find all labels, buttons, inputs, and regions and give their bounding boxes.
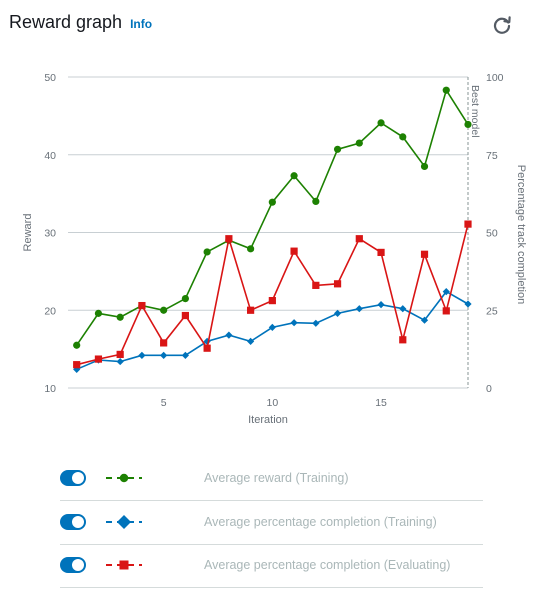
data-point-eval	[442, 307, 450, 315]
data-point-training	[181, 351, 189, 359]
y-tick-label: 10	[44, 383, 56, 395]
reward-chart: 10 20 30 40 50 0 25 50 75 100 5 10 15 Iteration Reward…	[22, 72, 527, 426]
legend-swatch-icon	[106, 473, 142, 483]
y-tick-label: 30	[44, 228, 56, 240]
data-point-eval	[420, 250, 429, 258]
data-point-training	[160, 351, 168, 359]
data-point-reward	[333, 145, 342, 153]
data-point-training	[290, 319, 298, 327]
y-tick-label: 20	[44, 305, 56, 317]
info-link[interactable]: Info	[130, 17, 153, 31]
legend-swatch-icon	[106, 560, 142, 570]
series-line-2	[76, 223, 469, 366]
x-tick-label: 15	[375, 397, 387, 409]
data-point-eval	[464, 220, 472, 228]
data-point-eval	[247, 306, 255, 314]
data-point-training	[464, 300, 472, 308]
best-model-label: Best model	[469, 85, 481, 138]
data-point-training	[268, 323, 276, 331]
y2-tick-label: 100	[486, 72, 504, 84]
data-point-reward	[464, 120, 472, 129]
data-point-eval	[290, 247, 298, 255]
data-point-eval	[181, 311, 189, 320]
data-point-reward	[181, 294, 189, 303]
y2-tick-label: 75	[486, 150, 498, 162]
legend-item: Average reward (Training)	[60, 456, 483, 501]
data-point-reward	[160, 306, 168, 314]
data-point-training	[138, 351, 146, 359]
data-point-training	[442, 287, 450, 296]
legend-label: Average percentage completion (Evaluatin…	[204, 558, 451, 572]
data-point-eval	[94, 355, 103, 363]
series-toggle[interactable]	[60, 557, 86, 573]
x-axis-label: Iteration	[248, 414, 288, 426]
toggle-knob	[72, 472, 84, 484]
y-tick-label: 40	[44, 150, 56, 162]
data-point-reward	[73, 341, 81, 349]
data-point-training	[247, 337, 255, 345]
y2-tick-label: 25	[486, 305, 498, 317]
data-point-eval	[312, 281, 320, 289]
data-point-reward	[355, 139, 363, 147]
data-point-eval	[203, 344, 211, 352]
toggle-knob	[72, 559, 84, 571]
y2-tick-label: 0	[486, 383, 492, 395]
series-line-0	[76, 88, 469, 346]
series-toggle[interactable]	[60, 470, 86, 486]
data-point-reward	[94, 309, 103, 317]
refresh-icon[interactable]	[490, 14, 514, 38]
x-tick-label: 10	[267, 397, 279, 409]
data-point-reward	[399, 133, 407, 141]
data-point-reward	[290, 172, 298, 180]
data-point-training	[312, 319, 320, 327]
data-point-reward	[116, 313, 124, 321]
y2-tick-label: 50	[486, 228, 498, 240]
data-point-reward	[203, 248, 211, 256]
data-point-eval	[73, 361, 81, 369]
legend-item: Average percentage completion (Training)	[60, 500, 483, 545]
x-tick-label: 5	[161, 397, 167, 409]
data-point-training	[377, 301, 385, 309]
data-point-training	[420, 316, 429, 324]
data-point-training	[73, 365, 81, 373]
data-point-reward	[247, 245, 255, 253]
panel-title: Reward graph	[9, 12, 123, 32]
legend-swatch-icon	[106, 515, 142, 529]
data-point-eval	[333, 280, 342, 288]
data-point-reward	[442, 86, 450, 94]
data-point-eval	[160, 339, 168, 347]
legend-item: Average percentage completion (Evaluatin…	[60, 543, 483, 588]
y2-axis-label: Percentage track completion	[515, 165, 527, 304]
data-point-training	[333, 309, 342, 317]
data-point-training	[225, 331, 233, 339]
data-point-reward	[420, 162, 429, 171]
y-tick-label: 50	[44, 72, 56, 84]
data-point-eval	[138, 301, 146, 310]
data-point-training	[116, 357, 124, 366]
data-point-eval	[399, 336, 407, 344]
legend-label: Average reward (Training)	[204, 471, 349, 485]
data-point-training	[399, 305, 407, 313]
data-point-reward	[377, 119, 385, 127]
data-point-training	[355, 305, 363, 313]
data-point-eval	[377, 248, 385, 257]
data-point-eval	[355, 235, 363, 243]
data-point-eval	[225, 235, 233, 243]
toggle-knob	[72, 516, 84, 528]
data-point-reward	[268, 198, 276, 206]
series-toggle[interactable]	[60, 514, 86, 530]
data-point-reward	[312, 197, 320, 205]
data-point-training	[203, 337, 211, 345]
data-point-eval	[268, 297, 276, 305]
data-point-eval	[116, 350, 124, 359]
panel-header: Reward graph Info	[9, 12, 152, 38]
y-axis-label: Reward	[22, 214, 34, 252]
legend-label: Average percentage completion (Training)	[204, 515, 437, 529]
